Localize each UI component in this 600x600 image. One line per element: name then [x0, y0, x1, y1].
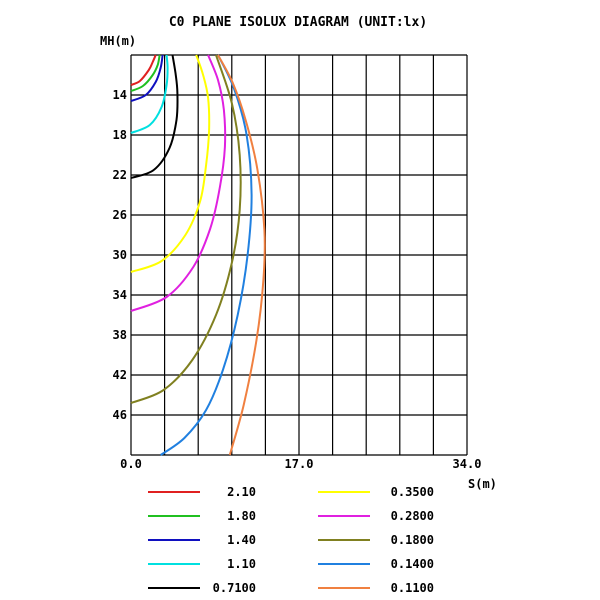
isolux-curve-1.80 — [130, 54, 161, 92]
isolux-curve-0.3500 — [130, 54, 211, 273]
y-tick-label: 38 — [113, 328, 127, 342]
legend: 2.10 1.80 1.40 1.10 0.7100 0.3500 0.2800 0.1800… — [148, 485, 434, 595]
x-tick-label: 17.0 — [285, 457, 314, 471]
isolux-curve-0.2800 — [130, 54, 227, 312]
isolux-curve-0.1800 — [130, 54, 242, 404]
legend-label: 1.80 — [227, 509, 256, 523]
y-tick-label: 22 — [113, 168, 127, 182]
y-tick-label: 46 — [113, 408, 127, 422]
legend-label: 0.7100 — [213, 581, 256, 595]
isolux-curve-1.40 — [130, 54, 164, 102]
legend-label: 0.1800 — [391, 533, 434, 547]
isolux-curve-0.1100 — [217, 54, 266, 456]
isolux-curves — [130, 54, 266, 456]
y-tick-label: 34 — [113, 288, 127, 302]
tick-labels: 14 18 22 26 30 34 38 42 46 0.0 17.0 34.0 — [113, 88, 482, 471]
legend-label: 1.10 — [227, 557, 256, 571]
x-axis-label: S(m) — [468, 477, 497, 491]
legend-label: 0.3500 — [391, 485, 434, 499]
legend-label: 0.1400 — [391, 557, 434, 571]
isolux-curve-1.10 — [130, 54, 169, 134]
y-tick-label: 14 — [113, 88, 127, 102]
y-tick-label: 26 — [113, 208, 127, 222]
isolux-curve-0.7100 — [130, 54, 179, 179]
y-axis-label: MH(m) — [100, 34, 136, 48]
y-tick-label: 18 — [113, 128, 127, 142]
x-tick-label: 0.0 — [120, 457, 142, 471]
grid — [130, 54, 468, 456]
chart-title: C0 PLANE ISOLUX DIAGRAM (UNIT:lx) — [169, 15, 427, 30]
y-tick-label: 30 — [113, 248, 127, 262]
legend-label: 0.2800 — [391, 509, 434, 523]
y-tick-label: 42 — [113, 368, 127, 382]
legend-label: 1.40 — [227, 533, 256, 547]
isolux-curve-2.10 — [130, 54, 157, 86]
legend-label: 2.10 — [227, 485, 256, 499]
isolux-curve-0.1400 — [160, 54, 253, 456]
x-tick-label: 34.0 — [453, 457, 482, 471]
legend-label: 0.1100 — [391, 581, 434, 595]
